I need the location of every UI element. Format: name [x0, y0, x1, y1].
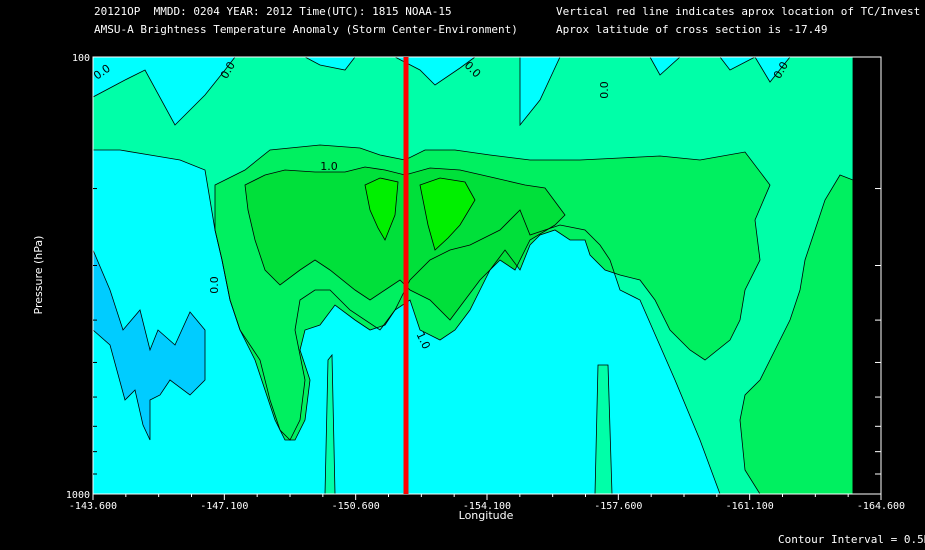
contour-label: 0.0 — [208, 276, 221, 294]
y-tick-label: 1000 — [66, 490, 90, 501]
contour-line — [214, 144, 771, 441]
chart-title: AMSU-A Brightness Temperature Anomaly (S… — [94, 23, 518, 36]
contour-line — [244, 166, 566, 321]
contour-line — [594, 364, 613, 494]
contour-line — [364, 177, 399, 241]
x-axis-label: Longitude — [459, 509, 514, 522]
contour-label: 1.0 — [320, 160, 338, 173]
y-axis-label: Pressure (hPa) — [32, 236, 45, 315]
x-tick-label: -161.100 — [726, 501, 774, 512]
y-tick-label: 100 — [72, 53, 90, 64]
header-line-4: Aprox latitude of cross section is -17.4… — [556, 23, 828, 36]
level-20-fill-1 — [365, 178, 398, 240]
contour-label: 0.0 — [598, 81, 611, 99]
header-line-3: Vertical red line indicates aprox locati… — [556, 5, 921, 18]
x-tick-label: -157.600 — [594, 501, 642, 512]
contour-line — [739, 174, 853, 494]
x-tick-label: -164.600 — [857, 501, 905, 512]
level-10-right-fill — [740, 175, 853, 494]
header-line-1: 20121OP MMDD: 0204 YEAR: 2012 Time(UTC):… — [94, 5, 452, 18]
level-neg05-fill — [93, 250, 205, 440]
level-05-column-2 — [595, 365, 612, 494]
contour-line — [324, 353, 336, 494]
x-tick-label: -147.100 — [200, 501, 248, 512]
contour-line — [93, 57, 853, 494]
contour-line — [93, 249, 206, 441]
level-20-fill-2 — [420, 178, 475, 250]
x-tick-label: -143.600 — [69, 501, 117, 512]
x-tick-label: -150.600 — [332, 501, 380, 512]
x-tick-label: -154.100 — [463, 501, 511, 512]
contour-line — [419, 177, 476, 251]
contour-interval-label: Contour Interval = 0.5K — [778, 533, 925, 546]
